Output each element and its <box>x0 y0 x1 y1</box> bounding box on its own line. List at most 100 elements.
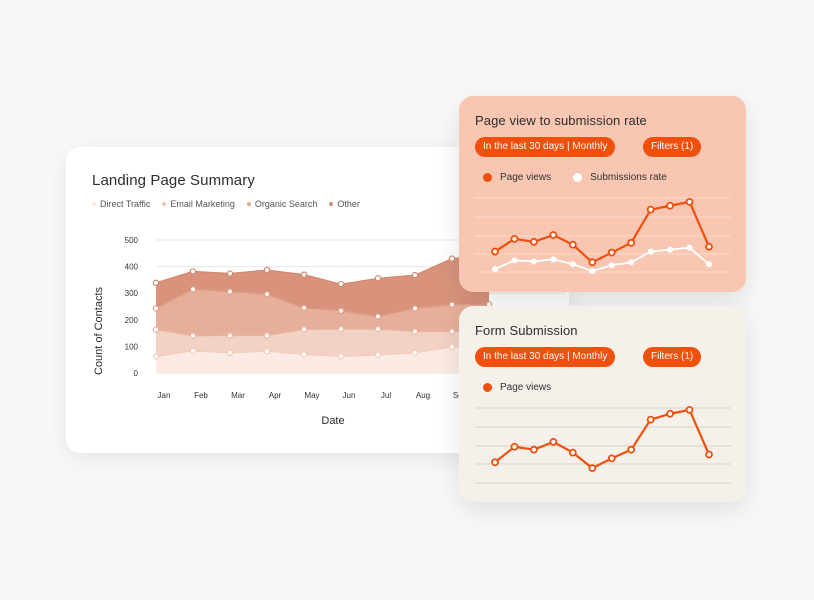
data-point <box>706 261 713 268</box>
x-axis-title: Date <box>321 415 344 427</box>
data-point <box>608 262 615 269</box>
data-point <box>530 258 537 265</box>
legend-item-email-marketing[interactable]: Email Marketing <box>162 199 235 209</box>
data-point <box>666 201 674 210</box>
legend-item-direct-traffic[interactable]: Direct Traffic <box>92 199 150 209</box>
series-line <box>494 408 711 470</box>
data-point <box>667 246 674 253</box>
x-tick-label: Jan <box>158 391 171 400</box>
data-point <box>337 307 345 314</box>
data-point <box>530 237 538 246</box>
data-point <box>411 271 419 279</box>
x-tick-label: Mar <box>231 391 245 400</box>
filters-button[interactable]: Filters (1) <box>643 347 702 367</box>
data-point <box>530 445 538 454</box>
x-tick-label: Aug <box>416 391 430 400</box>
landing-card-title: Landing Page Summary <box>92 172 255 189</box>
y-tick-label: 500 <box>125 236 139 245</box>
filters-button[interactable]: Filters (1) <box>643 137 702 157</box>
data-point <box>226 270 234 277</box>
data-point <box>607 454 616 463</box>
data-point <box>549 231 558 239</box>
data-point <box>510 234 519 243</box>
data-point <box>300 351 308 358</box>
data-point <box>411 305 419 312</box>
data-point <box>152 279 160 287</box>
data-point <box>685 197 694 206</box>
series-line <box>494 200 711 264</box>
x-tick-label: Feb <box>194 391 208 400</box>
data-point <box>588 464 597 473</box>
data-point <box>374 313 382 320</box>
legend-item-page-views[interactable]: Page views <box>483 172 551 183</box>
legend-label: Page views <box>500 382 552 393</box>
data-point <box>628 259 635 266</box>
data-point <box>647 248 654 255</box>
series-line <box>155 288 490 317</box>
data-point <box>263 332 271 339</box>
legend-dot-icon <box>483 173 492 182</box>
data-point <box>685 405 694 414</box>
data-point <box>300 271 308 278</box>
data-point <box>189 347 197 355</box>
legend-label: Email Marketing <box>170 199 235 209</box>
y-axis-title: Count of Contacts <box>93 286 105 375</box>
x-tick-label: May <box>304 391 319 400</box>
data-point <box>263 347 271 355</box>
series-line <box>155 345 490 358</box>
legend-dot-icon <box>329 202 334 206</box>
data-point <box>510 442 519 451</box>
data-point <box>374 275 382 282</box>
form-card-title: Form Submission <box>475 323 578 338</box>
data-point <box>152 353 160 360</box>
data-point <box>666 409 674 418</box>
legend-dot-icon <box>246 202 251 206</box>
date-range-filter-button[interactable]: In the last 30 days | Monthly <box>475 137 616 157</box>
legend-dot-icon <box>162 202 167 206</box>
data-point <box>448 343 456 351</box>
data-point <box>491 458 499 467</box>
x-tick-label: Jul <box>381 391 391 400</box>
data-point <box>411 328 419 335</box>
y-tick-label: 100 <box>125 342 139 351</box>
form-legend: Page views <box>483 382 551 393</box>
form-submission-card: Form Submission In the last 30 days | Mo… <box>459 306 746 502</box>
data-point <box>189 332 197 339</box>
rate-line-chart <box>475 197 731 275</box>
data-point <box>226 349 234 356</box>
data-point <box>448 255 456 262</box>
series-line <box>494 246 710 272</box>
data-point <box>550 256 557 263</box>
legend-item-submissions-rate[interactable]: Submissions rate <box>573 172 667 183</box>
data-point <box>226 332 234 339</box>
data-point <box>152 326 160 333</box>
y-tick-label: 0 <box>134 369 139 378</box>
legend-item-page-views[interactable]: Page views <box>483 382 551 393</box>
data-point <box>300 304 308 312</box>
data-point <box>491 266 498 273</box>
data-point <box>686 244 693 251</box>
legend-item-organic-search[interactable]: Organic Search <box>246 199 317 209</box>
data-point <box>646 415 655 424</box>
date-range-filter-button[interactable]: In the last 30 days | Monthly <box>475 347 616 367</box>
data-point <box>705 242 713 251</box>
series-line <box>155 328 490 337</box>
data-point <box>189 286 197 293</box>
data-point <box>374 325 382 333</box>
legend-dot-icon <box>92 202 96 206</box>
data-point <box>588 258 597 267</box>
data-point <box>568 240 577 249</box>
legend-item-other[interactable]: Other <box>329 199 360 209</box>
x-tick-label: Jun <box>343 391 356 400</box>
data-point <box>337 353 345 360</box>
data-point <box>411 349 419 356</box>
landing-area-chart: 0 100 200 300 400 500 Jan Feb Mar Apr May Jun Jul Aug… <box>93 236 566 427</box>
y-tick-label: 300 <box>125 289 139 298</box>
data-point <box>337 325 345 333</box>
legend-label: Submissions rate <box>590 172 667 183</box>
legend-label: Page views <box>500 172 552 183</box>
form-line-chart <box>475 405 731 484</box>
data-point <box>607 248 616 257</box>
data-point <box>511 257 518 264</box>
data-point <box>226 288 234 295</box>
